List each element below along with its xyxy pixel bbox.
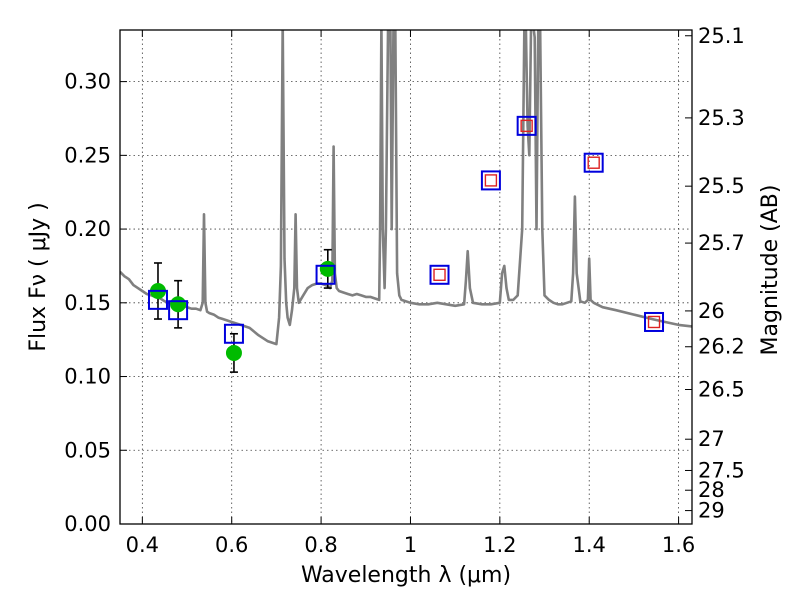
plot-content xyxy=(120,30,692,373)
magnitude-tick-label: 25.1 xyxy=(698,24,745,48)
magnitude-tick-label: 28 xyxy=(698,478,725,502)
magnitude-axis-label: Magnitude (AB) xyxy=(758,185,783,356)
magnitude-tick-label: 29 xyxy=(698,499,725,523)
magnitude-tick-label: 26.5 xyxy=(698,378,745,402)
y-tick-label: 0.25 xyxy=(64,143,111,167)
y-tick-label: 0.00 xyxy=(64,512,111,536)
magnitude-tick-label: 25.5 xyxy=(698,174,745,198)
x-tick-label: 1 xyxy=(404,533,417,557)
plot-frame xyxy=(119,29,693,525)
y-tick-label: 0.30 xyxy=(64,70,111,94)
model-spectrum-line xyxy=(120,30,692,346)
x-axis-label: Wavelength λ (μm) xyxy=(301,563,511,588)
predicted-flux-inner-box xyxy=(647,315,661,329)
predicted-flux-inner-box xyxy=(587,156,600,169)
predicted-flux-inner-box xyxy=(484,174,498,187)
predicted-flux-box xyxy=(429,264,450,285)
y-tick-label: 0.10 xyxy=(64,365,111,389)
model-flux-boxes xyxy=(147,264,336,344)
predicted-flux-box xyxy=(480,170,501,191)
predicted-flux-box xyxy=(583,152,604,173)
x-axis-ticks: 0.4 0.6 0.8 1 1.2 1.4 1.6 xyxy=(126,30,695,557)
observed-point xyxy=(225,344,242,361)
predicted-flux-inner-box xyxy=(433,268,446,281)
y-tick-label: 0.05 xyxy=(64,438,111,462)
plot-background xyxy=(120,30,692,524)
model-flux-box xyxy=(223,323,244,344)
gridlines xyxy=(120,30,692,524)
magnitude-tick-label: 26 xyxy=(698,299,725,323)
model-flux-box xyxy=(147,289,168,310)
magnitude-tick-label: 25.7 xyxy=(698,231,745,255)
y-axis-ticks: 0.00 0.05 0.10 0.15 0.20 0.25 0.30 xyxy=(64,70,127,536)
y-tick-label: 0.15 xyxy=(64,291,111,315)
predicted-flux-boxes xyxy=(429,115,665,332)
magnitude-tick-label: 25.3 xyxy=(698,106,745,130)
x-tick-label: 1.6 xyxy=(662,533,695,557)
model-flux-box xyxy=(168,300,189,321)
x-tick-label: 0.8 xyxy=(304,533,337,557)
magnitude-tick-label: 26.2 xyxy=(698,335,745,359)
y-axis-label: Flux Fν ( μJy ) xyxy=(26,202,51,351)
predicted-flux-box xyxy=(516,115,537,136)
predicted-flux-box xyxy=(644,311,665,332)
magnitude-tick-label: 27 xyxy=(698,427,725,451)
x-tick-label: 0.6 xyxy=(215,533,248,557)
x-tick-label: 0.4 xyxy=(126,533,159,557)
x-tick-label: 1.4 xyxy=(573,533,606,557)
magnitude-tick-label: 27.5 xyxy=(698,458,745,482)
observed-point xyxy=(319,260,336,277)
model-flux-box xyxy=(315,264,336,285)
predicted-flux-inner-box xyxy=(520,119,533,133)
observed-point xyxy=(170,296,187,313)
y-tick-label: 0.20 xyxy=(64,217,111,241)
x-tick-label: 1.2 xyxy=(483,533,516,557)
